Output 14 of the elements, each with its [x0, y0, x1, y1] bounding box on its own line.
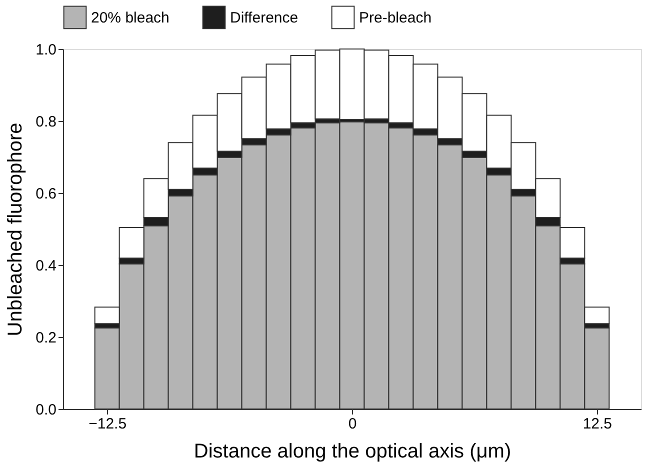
y-tick-label: 0.6 [36, 186, 56, 202]
legend-label: 20% bleach [91, 9, 170, 26]
x-axis-title: Distance along the optical axis (μm) [194, 440, 512, 462]
x-tick-label: −12.5 [88, 416, 127, 432]
y-tick-label: 0.2 [36, 330, 56, 346]
y-tick-label: 1.0 [36, 42, 56, 58]
y-axis-title: Unbleached fluorophore [4, 122, 27, 336]
y-tick-label: 0.8 [36, 114, 56, 130]
x-tick-label: 0 [348, 416, 357, 432]
y-tick-label: 0.4 [36, 258, 56, 274]
legend-label: Difference [230, 9, 298, 26]
y-tick-label: 0.0 [36, 402, 56, 418]
x-tick-label: 12.5 [582, 416, 612, 432]
legend-label: Pre-bleach [359, 9, 432, 26]
